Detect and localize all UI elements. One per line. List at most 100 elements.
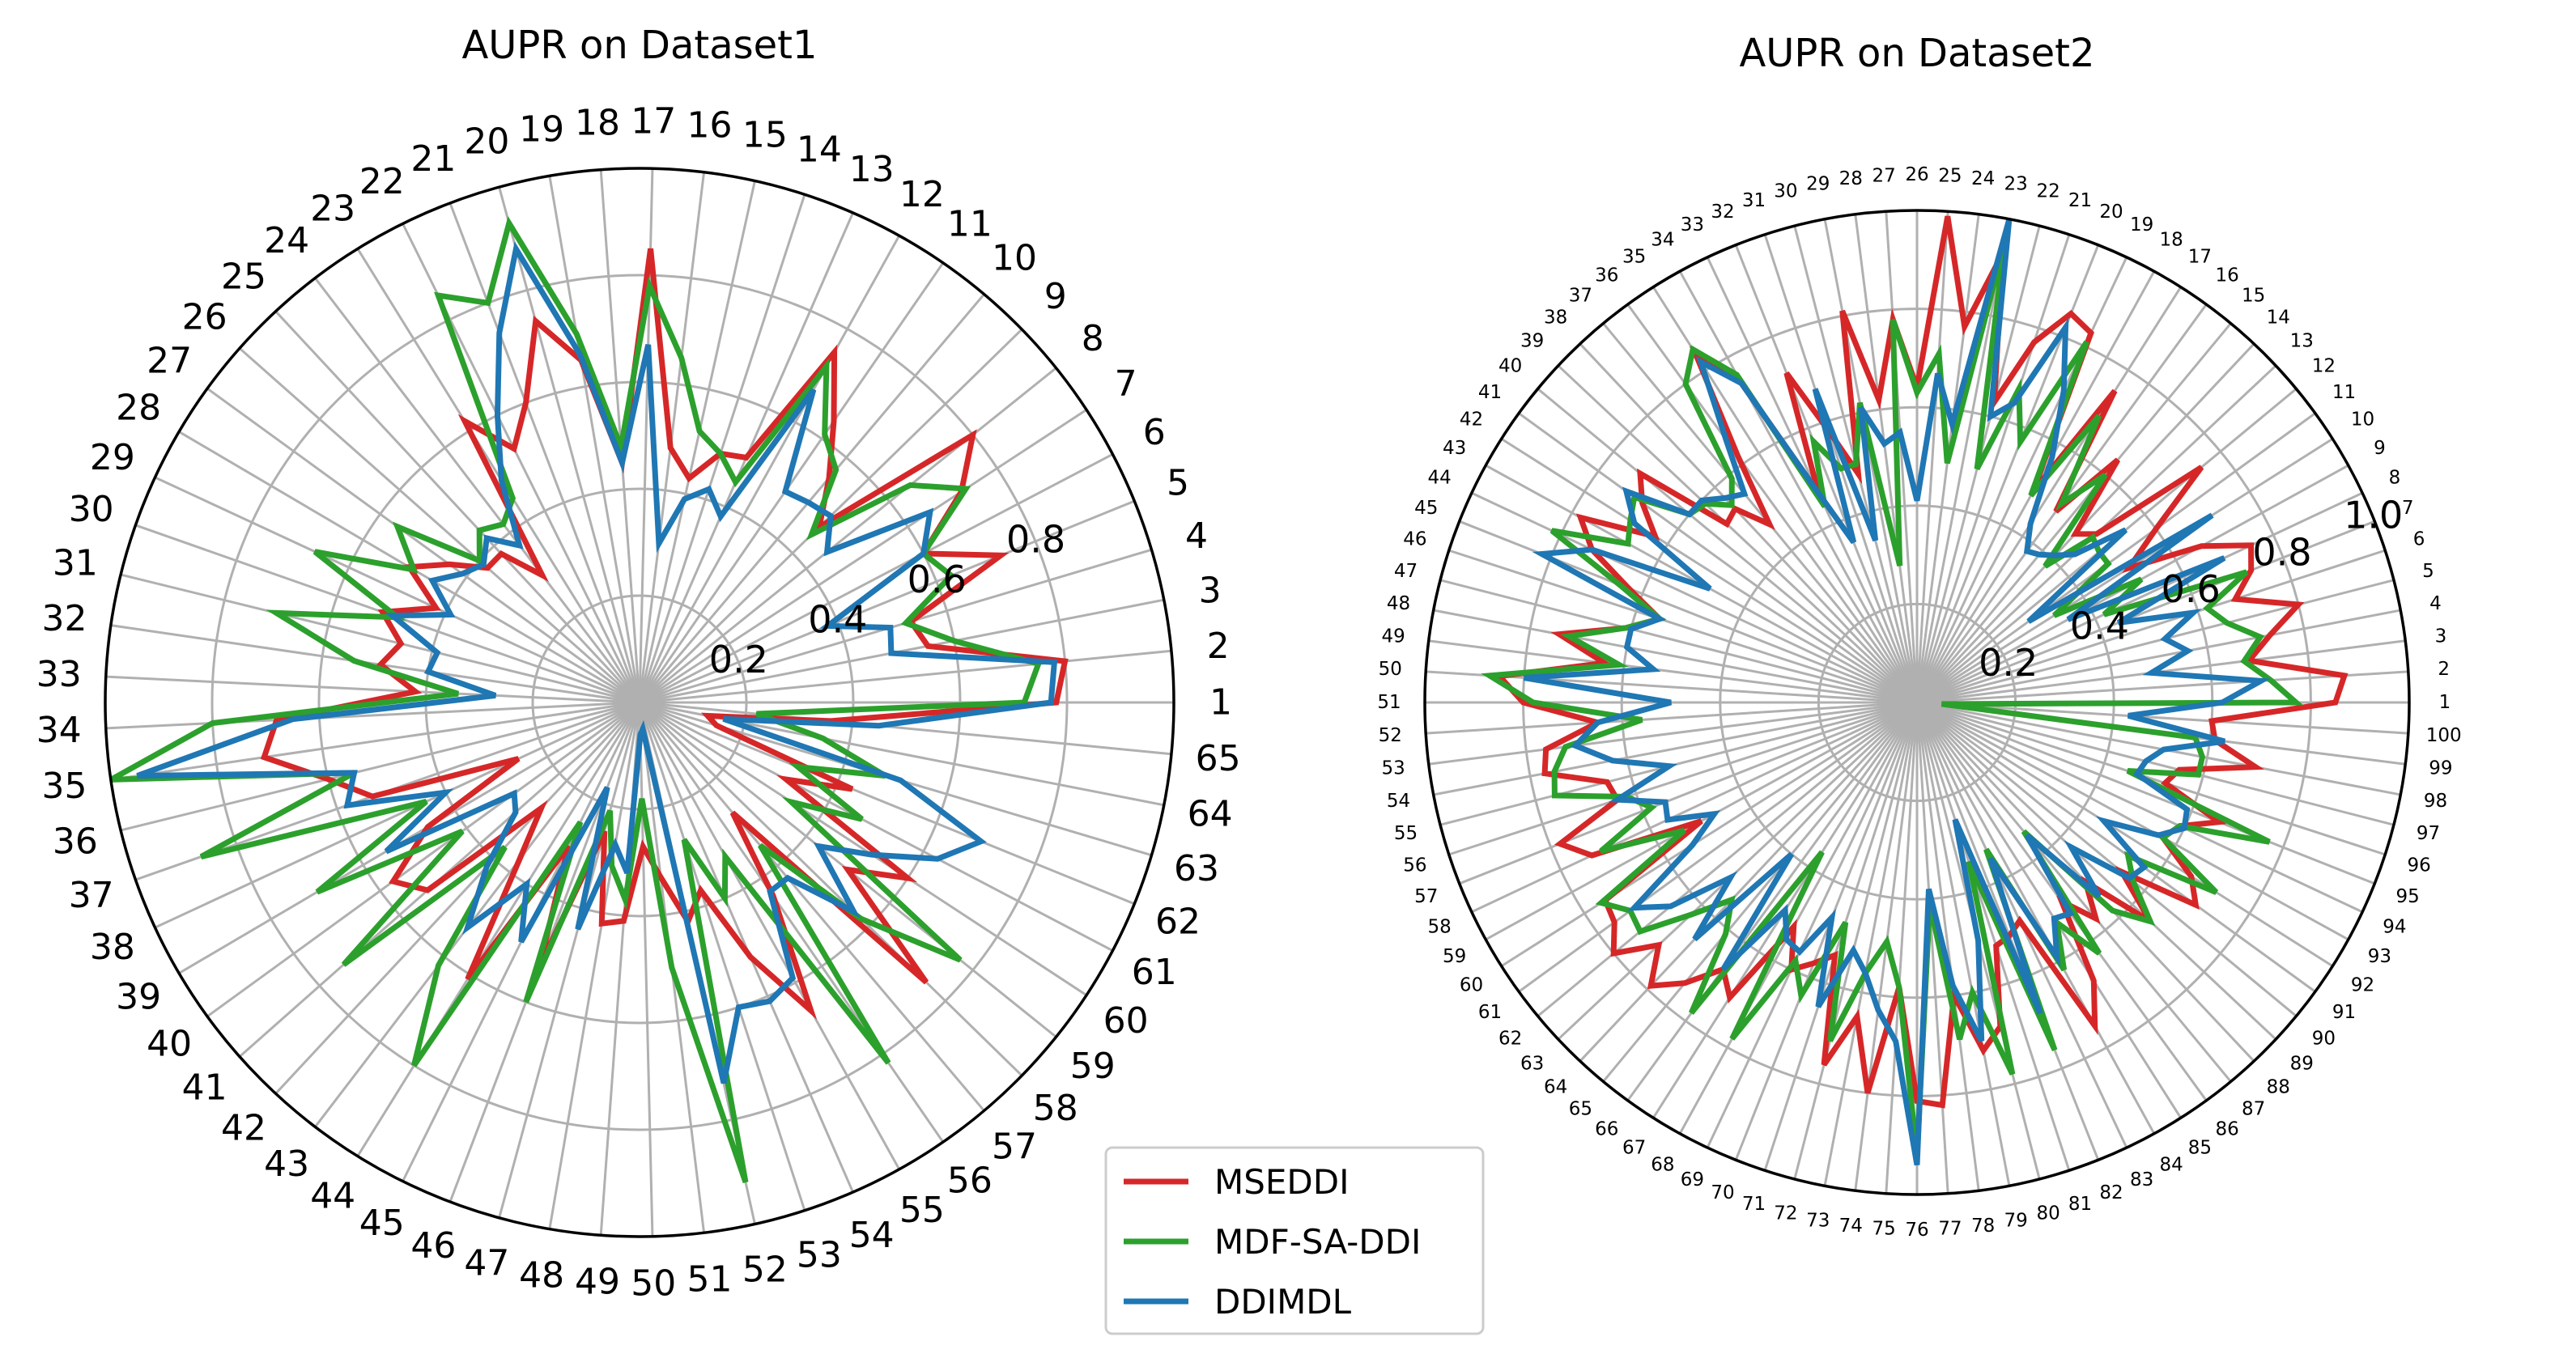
category-tick-label: 34 (36, 710, 82, 751)
category-tick-label: 38 (1544, 308, 1567, 329)
category-tick-label: 62 (1155, 901, 1201, 942)
category-tick-label: 45 (359, 1203, 405, 1244)
category-tick-label: 51 (687, 1258, 733, 1300)
category-tick-label: 53 (1381, 758, 1405, 779)
category-tick-label: 15 (742, 114, 788, 155)
category-tick-label: 89 (2290, 1053, 2314, 1074)
category-tick-label: 17 (2188, 247, 2212, 268)
category-tick-label: 65 (1569, 1098, 1592, 1119)
grid-spoke (1448, 701, 1918, 856)
category-tick-label: 77 (1938, 1219, 1962, 1240)
category-tick-label: 40 (147, 1024, 192, 1065)
category-tick-label: 51 (1377, 692, 1401, 713)
grid-spoke (1518, 412, 1918, 704)
category-tick-label: 2 (1207, 626, 1230, 667)
grid-spoke (1915, 702, 2071, 1171)
grid-spoke (639, 701, 1087, 996)
grid-spoke (1915, 702, 2183, 1119)
grid-spoke (1426, 701, 1918, 735)
grid-spoke (639, 452, 1114, 704)
category-tick-label: 65 (1196, 738, 1241, 779)
category-tick-label: 98 (2424, 791, 2447, 812)
category-tick-label: 56 (947, 1160, 993, 1201)
category-tick-label: 45 (1414, 498, 1438, 519)
radial-tick-label: 0.2 (1979, 641, 2038, 685)
category-tick-label: 12 (899, 174, 945, 215)
category-tick-label: 33 (36, 654, 82, 695)
category-tick-label: 66 (1595, 1119, 1618, 1140)
grid-spoke (1734, 244, 1919, 703)
legend-entry-ddimdl: DDIMDL (1124, 1282, 1352, 1322)
grid-spoke (639, 701, 1135, 906)
series-line-ddimdl (136, 241, 1058, 1084)
category-tick-label: 20 (464, 121, 509, 163)
grid-spoke (639, 701, 1172, 756)
chart-title: AUPR on Dataset1 (461, 23, 817, 68)
category-tick-label: 44 (310, 1175, 355, 1216)
category-tick-label: 88 (2267, 1076, 2290, 1097)
category-tick-label: 73 (1806, 1211, 1830, 1232)
grid-spoke (638, 293, 985, 703)
grid-spoke (1885, 702, 1919, 1194)
category-tick-label: 24 (1971, 168, 1995, 189)
grid-spoke (120, 573, 640, 704)
grid-spoke (1433, 701, 1918, 796)
grid-spoke (1428, 701, 1918, 766)
category-tick-label: 69 (1681, 1169, 1704, 1190)
grid-spoke (110, 701, 640, 781)
grid-spoke (1916, 412, 2316, 704)
category-tick-label: 60 (1460, 974, 1483, 995)
grid-spoke (1537, 388, 1918, 704)
category-tick-label: 76 (1905, 1220, 1928, 1241)
grid-spoke (1915, 219, 2011, 703)
category-tick-label: 87 (2242, 1098, 2265, 1119)
category-tick-label: 38 (90, 927, 135, 968)
legend-frame (1104, 1146, 1485, 1335)
category-tick-label: 95 (2396, 886, 2420, 907)
category-tick-label: 55 (899, 1190, 945, 1231)
grid-spoke (1916, 491, 2363, 704)
category-tick-label: 36 (53, 821, 98, 862)
grid-spoke (1459, 701, 1918, 885)
category-tick-label: 83 (2130, 1169, 2153, 1190)
grid-spoke (1793, 702, 1919, 1180)
category-tick-label: 32 (1711, 202, 1734, 223)
category-tick-label: 6 (1143, 412, 1166, 453)
category-tick-label: 24 (264, 220, 309, 261)
grid-spoke (1439, 701, 1918, 826)
category-tick-label: 10 (992, 238, 1037, 279)
category-tick-label: 86 (2216, 1119, 2239, 1140)
category-tick-label: 31 (53, 543, 98, 584)
grid-spoke (274, 310, 641, 704)
grid-spoke (1448, 549, 1918, 704)
grid-spoke (1916, 701, 2375, 885)
category-tick-label: 9 (2374, 438, 2386, 459)
category-tick-label: 15 (2242, 286, 2265, 307)
category-tick-label: 43 (1443, 438, 1466, 459)
grid-spoke (638, 180, 756, 703)
category-tick-label: 14 (2267, 308, 2290, 329)
grid-spoke (1916, 701, 2349, 941)
category-tick-label: 75 (1872, 1219, 1895, 1240)
category-tick-label: 47 (464, 1242, 509, 1284)
category-tick-label: 52 (1379, 725, 1402, 746)
category-tick-label: 37 (69, 875, 114, 916)
grid-spoke (1471, 491, 1918, 704)
grid-spoke (548, 702, 641, 1229)
category-tick-label: 11 (947, 204, 993, 245)
grid-spoke (1916, 701, 2408, 735)
category-tick-label: 18 (2159, 230, 2183, 251)
category-tick-label: 7 (2402, 498, 2414, 519)
grid-spoke (1823, 219, 1919, 703)
grid-spoke (1678, 270, 1919, 703)
category-tick-label: 29 (90, 437, 135, 478)
category-tick-label: 19 (2130, 214, 2153, 236)
category-tick-label: 97 (2417, 823, 2440, 844)
category-tick-label: 74 (1839, 1216, 1863, 1237)
category-tick-label: 93 (2368, 946, 2391, 967)
grid-spoke (110, 624, 640, 704)
category-tick-label: 39 (116, 977, 161, 1018)
category-tick-label: 12 (2312, 355, 2336, 376)
radial-tick-label: 0.8 (2252, 530, 2311, 574)
grid-spoke (639, 548, 1152, 704)
